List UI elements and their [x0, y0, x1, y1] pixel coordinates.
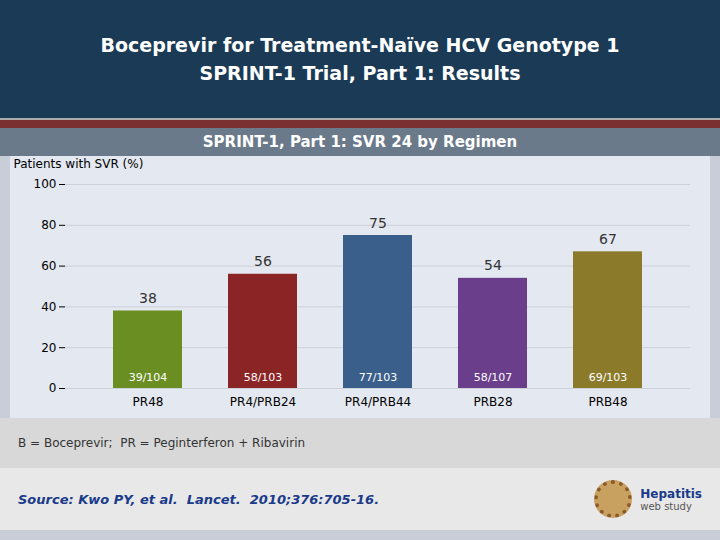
- svg-text:PR4/PRB44: PR4/PRB44: [345, 395, 411, 409]
- svg-text:PR48: PR48: [133, 395, 164, 409]
- svg-text:58/103: 58/103: [244, 371, 283, 384]
- html-text:Hepatitis: Hepatitis: [640, 486, 702, 501]
- svg-text:54: 54: [484, 257, 502, 273]
- svg-text:39/104: 39/104: [129, 371, 168, 384]
- html-text:web study: web study: [640, 500, 692, 512]
- svg-text:20: 20: [41, 341, 56, 355]
- svg-text:38: 38: [139, 290, 157, 306]
- svg-text:77/103: 77/103: [359, 371, 398, 384]
- svg-text:PRB28: PRB28: [473, 395, 512, 409]
- svg-text:67: 67: [599, 231, 617, 247]
- html-text:Boceprevir for Treatment-Naïve: Boceprevir for Treatment-Naïve HCV Genot…: [100, 33, 620, 84]
- html-text:Source: Kwo PY, et al. Lancet.: Source: Kwo PY, et al. Lancet. 2010;376:…: [18, 491, 380, 507]
- svg-text:Patients with SVR (%): Patients with SVR (%): [14, 157, 144, 171]
- svg-text:60: 60: [41, 259, 56, 273]
- svg-text:80: 80: [41, 218, 56, 232]
- svg-text:58/107: 58/107: [474, 371, 513, 384]
- svg-text:PRB48: PRB48: [588, 395, 627, 409]
- html-text:SPRINT-1, Part 1: SVR 24 by Re: SPRINT-1, Part 1: SVR 24 by Regimen: [202, 133, 518, 151]
- svg-text:100: 100: [34, 177, 57, 191]
- svg-text:56: 56: [254, 253, 272, 269]
- svg-text:0: 0: [49, 381, 57, 395]
- svg-text:40: 40: [41, 300, 56, 314]
- svg-text:PR4/PRB24: PR4/PRB24: [230, 395, 296, 409]
- svg-text:75: 75: [369, 215, 387, 231]
- html-text:B = Boceprevir; PR = Peginterf: B = Boceprevir; PR = Peginterferon + Rib…: [18, 436, 306, 450]
- svg-text:69/103: 69/103: [589, 371, 628, 384]
